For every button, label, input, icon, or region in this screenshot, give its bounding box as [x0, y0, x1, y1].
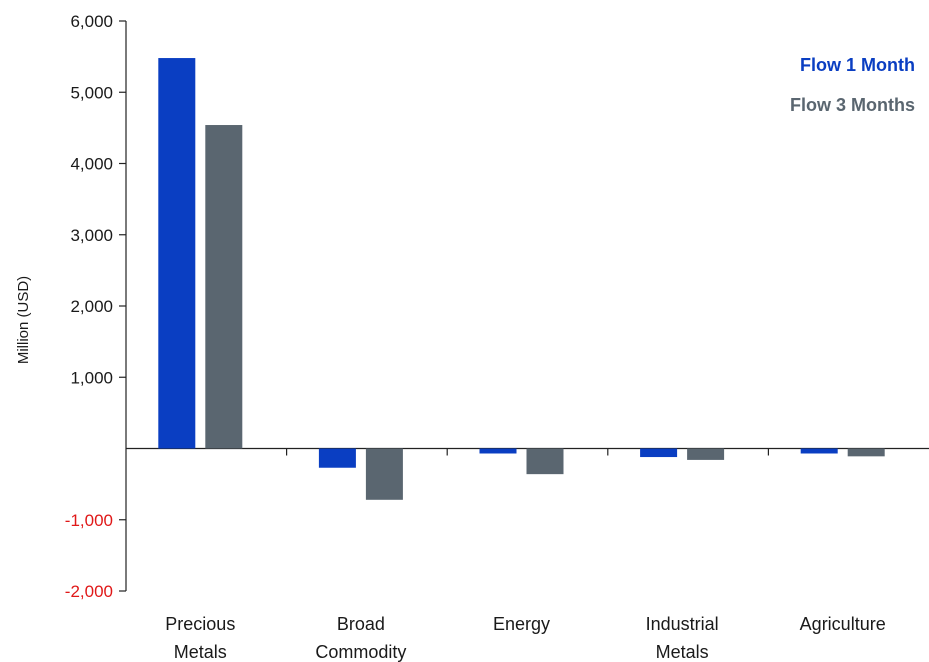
y-tick-label: 3,000	[70, 226, 113, 245]
bar	[365, 448, 403, 500]
x-tick-label: Agriculture	[800, 614, 886, 634]
bar	[205, 125, 243, 449]
x-tick-label: Metals	[656, 642, 709, 662]
y-tick-label: 2,000	[70, 297, 113, 316]
legend: Flow 1 Month Flow 3 Months	[790, 55, 915, 115]
x-tick-label: Precious	[165, 614, 235, 634]
y-axis: 6,000 5,000 4,000 3,000 2,000 1,000 -1,000 -2,0…	[65, 12, 127, 601]
x-tick-label: Industrial	[646, 614, 719, 634]
legend-entry: Flow 1 Month	[800, 55, 915, 75]
y-tick-label: 5,000	[70, 83, 113, 102]
bar	[687, 448, 725, 460]
bar	[479, 448, 517, 454]
bar	[526, 448, 564, 475]
bar	[800, 448, 838, 454]
bar	[158, 58, 196, 449]
y-tick-label: -2,000	[65, 582, 113, 601]
x-tick-label: Metals	[174, 642, 227, 662]
bar	[640, 448, 678, 458]
y-tick-label: 4,000	[70, 155, 113, 174]
legend-entry: Flow 3 Months	[790, 95, 915, 115]
x-tick-label: Energy	[493, 614, 550, 634]
y-tick-label: -1,000	[65, 511, 113, 530]
y-axis-title: Million (USD)	[15, 276, 32, 364]
bar	[318, 448, 356, 468]
x-tick-label: Broad	[337, 614, 385, 634]
x-tick-label: Commodity	[315, 642, 406, 662]
bar	[847, 448, 885, 457]
y-tick-label: 1,000	[70, 368, 113, 387]
bars	[158, 58, 885, 500]
category-labels: Precious Metals Broad Commodity Energy Indust…	[165, 614, 885, 662]
y-tick-label: 6,000	[70, 12, 113, 31]
